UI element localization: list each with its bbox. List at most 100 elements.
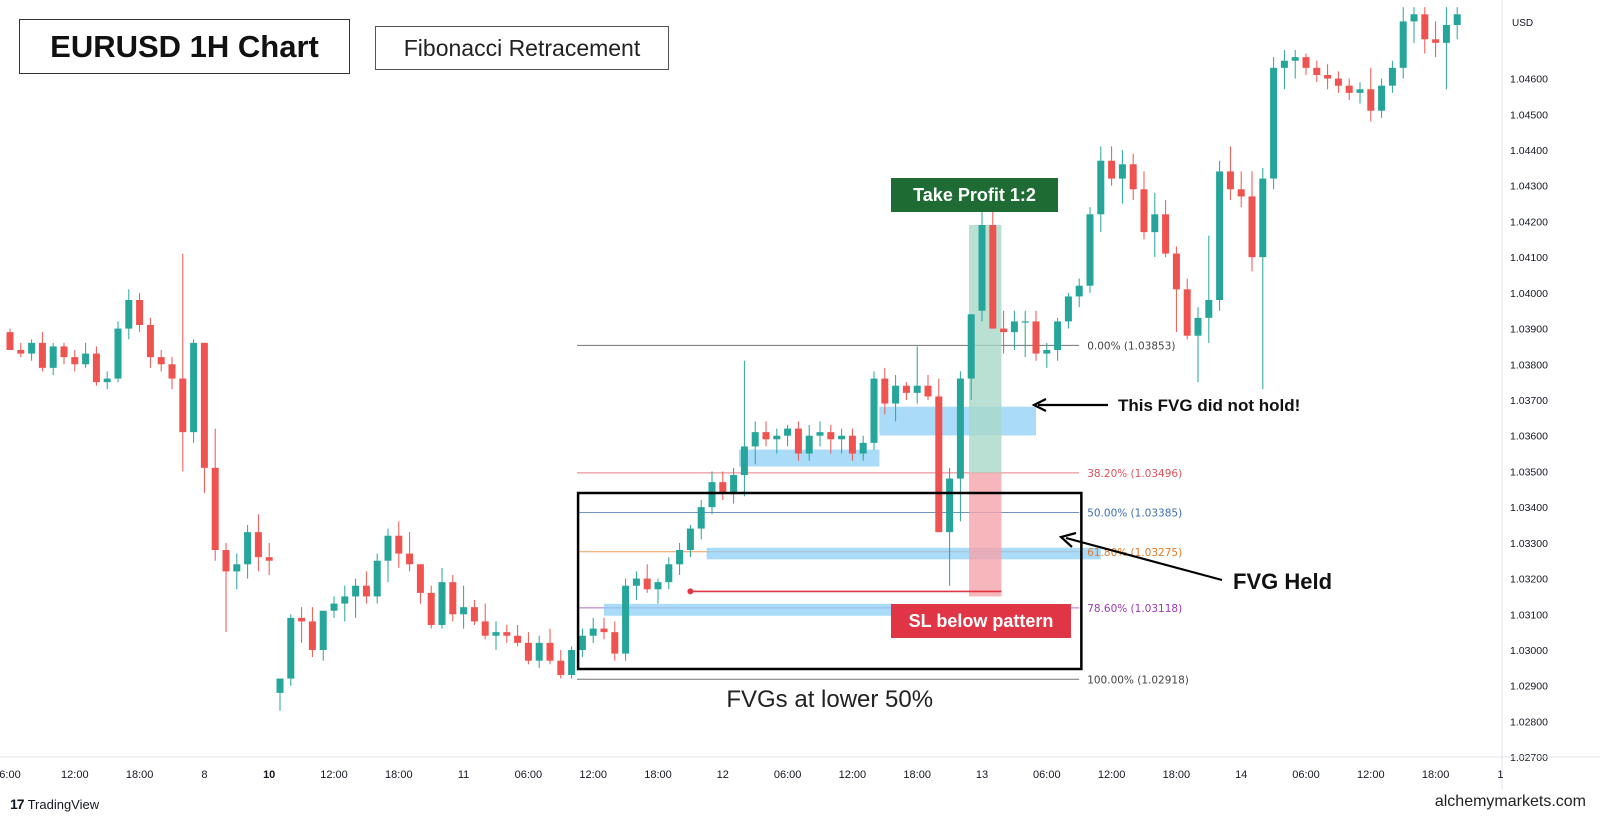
time-tick: 18:00	[1163, 769, 1191, 781]
candle-body	[881, 378, 889, 404]
candle	[1054, 317, 1062, 361]
candle	[1118, 150, 1126, 204]
candle	[773, 428, 781, 454]
time-tick: 12:00	[839, 769, 867, 781]
stop-loss-badge	[891, 604, 1071, 638]
candle	[168, 357, 176, 390]
candle-body	[1378, 85, 1386, 111]
candle	[1367, 67, 1375, 122]
candle-body	[71, 357, 79, 365]
candle	[989, 203, 997, 329]
candle-body	[676, 550, 684, 565]
candle-body	[1248, 196, 1256, 258]
candle	[125, 289, 133, 340]
candle	[632, 571, 640, 600]
candle-body	[276, 678, 284, 693]
candle	[1442, 7, 1450, 90]
candle	[578, 628, 586, 658]
candle-body	[28, 342, 36, 354]
candle-body	[362, 585, 370, 597]
candle-body	[568, 650, 576, 675]
candle	[222, 542, 230, 633]
candle	[1151, 192, 1159, 258]
price-tick: 1.03700	[1510, 395, 1548, 407]
candle-body	[524, 642, 532, 661]
candle	[686, 525, 694, 558]
candle-body	[978, 225, 986, 311]
candle	[654, 578, 662, 604]
candle-body	[1259, 178, 1267, 258]
candle-body	[38, 342, 46, 368]
candle-body	[1226, 171, 1234, 190]
time-tick: 6:00	[0, 769, 21, 781]
candle	[103, 371, 111, 390]
time-tick: 12:00	[1098, 769, 1126, 781]
candle	[1140, 171, 1148, 240]
candle-body	[1162, 214, 1170, 254]
candle-body	[1086, 214, 1094, 286]
candle-body	[1324, 75, 1332, 79]
candle-body	[1356, 89, 1364, 93]
candle-body	[1108, 160, 1116, 179]
candle	[1032, 310, 1040, 361]
candle-body	[1421, 14, 1429, 40]
candle-body	[946, 478, 954, 533]
candle	[1172, 246, 1180, 333]
candle-body	[557, 660, 565, 675]
candle-body	[92, 353, 100, 383]
candle-body	[535, 642, 543, 661]
candle-body	[1453, 14, 1461, 25]
fvg-held-arrow	[1065, 536, 1223, 582]
candle-body	[697, 507, 705, 529]
time-tick: 06:00	[515, 769, 543, 781]
candle	[1162, 200, 1170, 258]
candle	[740, 360, 748, 497]
time-tick: 1	[1497, 769, 1503, 781]
candle-body	[287, 617, 295, 679]
candle-body	[1399, 21, 1407, 68]
candle-body	[935, 396, 943, 533]
candle	[805, 425, 813, 461]
candle-body	[1032, 321, 1040, 354]
candle	[1064, 292, 1072, 329]
candle-body	[632, 578, 640, 586]
candle	[1000, 310, 1008, 354]
candle-body	[611, 632, 619, 654]
candle	[881, 367, 889, 415]
candle	[546, 628, 554, 665]
candle	[1270, 57, 1278, 190]
candle-body	[848, 435, 856, 454]
candle-body	[200, 342, 208, 468]
time-tick: 12	[717, 769, 729, 781]
candle-body	[82, 353, 90, 365]
candle-body	[622, 585, 630, 654]
candle-body	[859, 442, 867, 454]
candle-body	[1000, 328, 1008, 333]
candle	[427, 585, 435, 629]
candle	[233, 553, 241, 590]
candle-body	[1205, 300, 1213, 318]
candle-body	[168, 364, 176, 379]
time-tick: 14	[1235, 769, 1247, 781]
price-axis: USD 1.04600 1.04500 1.04400 1.04300 1.04200 1.…	[1501, 0, 1548, 790]
candle-body	[17, 350, 25, 354]
candle-body	[1442, 25, 1450, 43]
tradingview-brand[interactable]: 17 TradingView	[10, 796, 99, 812]
candle	[298, 607, 306, 643]
candle-body	[1129, 164, 1137, 190]
candle-body	[600, 628, 608, 633]
candle	[92, 346, 100, 386]
price-tick: 1.03300	[1510, 538, 1548, 550]
time-tick: 11	[458, 769, 469, 781]
candle	[60, 342, 68, 365]
time-axis: 6:00 12:00 18:00 8 10 12:00 18:00 11 06:00 12:00 1…	[0, 756, 1600, 781]
price-tick: 1.04000	[1510, 288, 1548, 300]
candle-body	[49, 346, 57, 368]
candle	[1410, 7, 1418, 43]
time-tick: 12:00	[1357, 769, 1385, 781]
site-url[interactable]: alchemymarkets.com	[1434, 793, 1586, 810]
candle-body	[708, 482, 716, 508]
candle-body	[1097, 160, 1105, 215]
candle	[1399, 7, 1407, 79]
